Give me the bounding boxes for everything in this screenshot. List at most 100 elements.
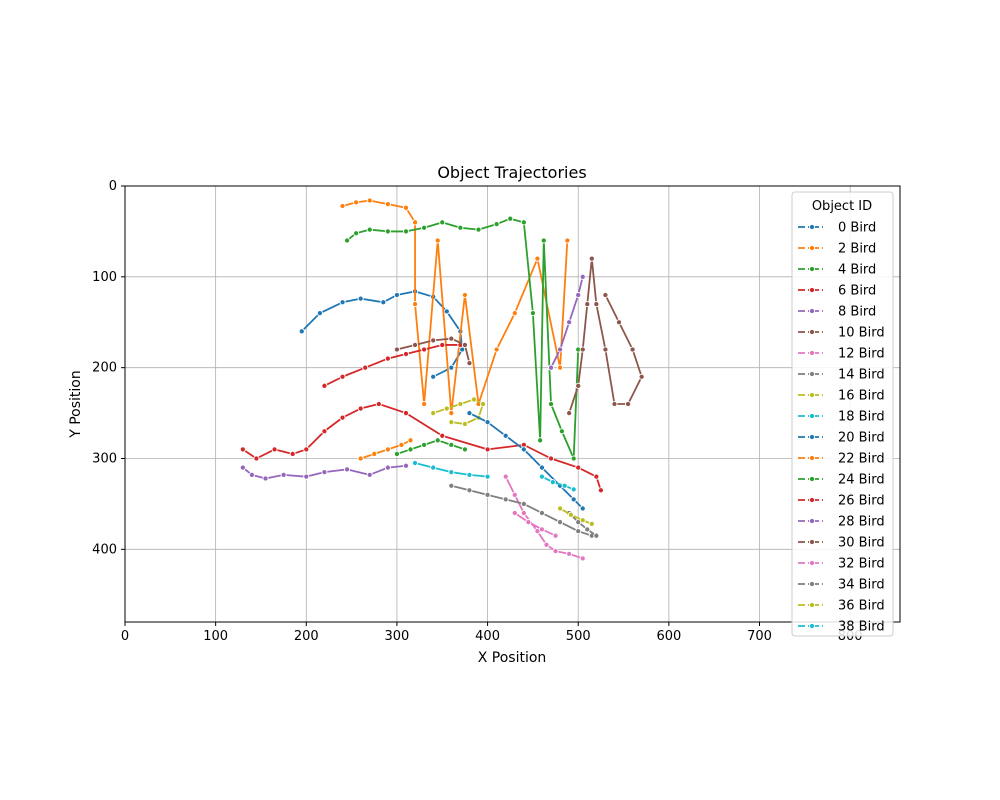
x-tick-label: 600 <box>656 629 681 644</box>
legend-swatch-marker <box>808 265 816 273</box>
data-point <box>402 462 410 469</box>
legend-label: 4 Bird <box>838 263 876 278</box>
legend-swatch-marker <box>808 433 816 441</box>
data-point <box>566 319 573 326</box>
legend-label: 28 Bird <box>838 515 885 530</box>
plot-frame <box>124 185 901 623</box>
data-point <box>393 450 400 458</box>
data-point <box>371 450 378 458</box>
data-point <box>303 473 310 480</box>
data-point <box>366 226 373 233</box>
x-tick-label: 400 <box>475 629 500 644</box>
data-point <box>339 414 346 421</box>
data-point <box>412 341 419 349</box>
data-point <box>439 432 446 439</box>
data-point <box>321 469 328 476</box>
data-point <box>475 226 482 233</box>
data-point <box>625 400 632 408</box>
legend-item: 28 Bird <box>798 515 885 530</box>
legend-swatch-marker <box>808 370 816 378</box>
data-point <box>430 373 437 380</box>
series-12-bird <box>502 473 586 562</box>
data-point <box>567 511 575 518</box>
data-point <box>557 505 564 512</box>
data-point <box>502 496 509 503</box>
data-point <box>402 204 410 211</box>
data-point <box>457 224 464 231</box>
legend-swatch-marker <box>808 454 816 462</box>
series-24-bird <box>393 437 468 458</box>
data-point <box>507 215 514 222</box>
data-point <box>448 364 455 371</box>
series-22-bird <box>357 437 414 462</box>
legend-item: 30 Bird <box>798 536 885 551</box>
legend-item: 8 Bird <box>798 305 876 320</box>
series-line <box>559 507 593 525</box>
data-point <box>430 410 437 417</box>
legend-item: 12 Bird <box>798 347 885 362</box>
legend-item: 38 Bird <box>798 620 885 635</box>
legend-label: 26 Bird <box>838 494 885 509</box>
data-point <box>357 405 364 412</box>
data-point <box>461 291 468 299</box>
data-point <box>384 228 391 235</box>
data-point <box>384 464 391 471</box>
legend-item: 10 Bird <box>798 326 885 341</box>
legend-label: 14 Bird <box>838 368 885 383</box>
data-point <box>484 491 491 498</box>
data-point <box>357 295 364 302</box>
legend-title: Object ID <box>812 199 872 214</box>
data-point <box>412 219 419 226</box>
legend-item: 24 Bird <box>798 473 885 488</box>
data-point <box>566 410 573 417</box>
y-tick-label: 300 <box>92 452 117 467</box>
series-line <box>469 412 584 510</box>
series-10-bird <box>566 255 645 417</box>
data-point <box>537 437 544 444</box>
data-point <box>520 500 527 507</box>
data-point <box>593 473 600 480</box>
x-tick-label: 200 <box>294 629 319 644</box>
data-point <box>412 459 419 467</box>
legend-label: 20 Bird <box>838 431 885 446</box>
legend-item: 36 Bird <box>798 599 885 614</box>
data-point <box>344 237 351 244</box>
data-point <box>362 364 369 371</box>
data-point <box>579 273 586 280</box>
x-tick-label: 300 <box>385 629 410 644</box>
series-line <box>541 475 575 491</box>
data-point <box>439 341 446 349</box>
data-point <box>520 446 527 453</box>
data-point <box>511 491 518 498</box>
legend-swatch-marker <box>808 601 816 609</box>
series-6-bird <box>239 400 604 494</box>
data-point <box>570 455 577 462</box>
data-point <box>448 419 455 426</box>
legend-label: 32 Bird <box>838 557 885 572</box>
legend-label: 12 Bird <box>838 347 885 362</box>
data-point <box>470 396 478 403</box>
series-26-bird <box>321 341 464 389</box>
data-point <box>575 382 582 389</box>
series-2-bird <box>339 197 571 417</box>
legend-label: 34 Bird <box>838 578 885 593</box>
data-point <box>579 346 586 353</box>
data-point <box>443 308 450 315</box>
y-axis-label: Y Position <box>68 370 84 439</box>
data-point <box>430 464 437 471</box>
x-tick-label: 700 <box>747 629 772 644</box>
legend-swatch-marker <box>808 349 816 357</box>
data-point <box>402 228 410 235</box>
data-point <box>549 479 556 486</box>
data-point <box>511 509 518 517</box>
data-point <box>570 496 577 503</box>
data-point <box>339 299 346 306</box>
legend-item: 32 Bird <box>798 557 885 572</box>
series-18-bird <box>412 459 491 480</box>
data-point <box>407 437 414 444</box>
data-point <box>439 219 446 226</box>
data-point <box>393 291 400 299</box>
data-point <box>407 446 414 453</box>
series-line <box>242 464 407 480</box>
data-point <box>421 224 428 231</box>
